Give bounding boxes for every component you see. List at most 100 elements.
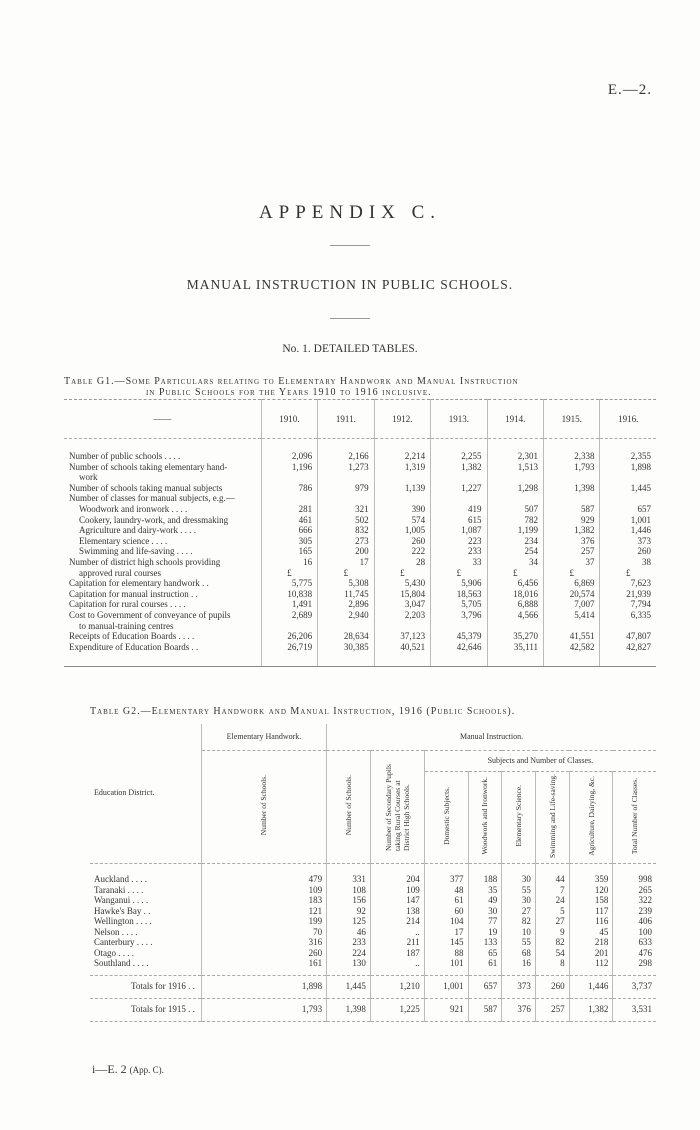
- value: 461: [298, 514, 313, 525]
- value-cell: 147: [369, 895, 425, 906]
- value-cell: 100: [612, 926, 656, 937]
- value-cell: 1,210: [369, 975, 425, 999]
- value-cell: 35,111: [486, 641, 544, 668]
- value-cell: 998: [612, 863, 656, 885]
- row-label: Capitation for rural courses . . . .: [64, 599, 261, 610]
- value-cell: 376: [501, 998, 536, 1022]
- group-elementary: Elementary Handwork.: [200, 724, 327, 751]
- label-text: Woodwork and ironwork . . . .: [79, 503, 188, 514]
- value-cell: 5,414: [543, 609, 600, 632]
- value-cell: 1,793: [543, 461, 600, 483]
- value-cell: 15,804: [373, 588, 431, 600]
- header-text: Elementary Science.: [514, 784, 524, 847]
- header-text: Number of Schools.: [259, 775, 269, 836]
- value: 1,273: [348, 461, 369, 472]
- value: 615: [468, 514, 482, 525]
- value-cell: 165: [260, 546, 318, 557]
- label-text: Swimming and life-saving . . . .: [79, 546, 193, 557]
- column-header: Number of Schools.: [326, 750, 371, 864]
- value-cell: 419: [430, 503, 488, 515]
- value: 15,804: [400, 588, 426, 599]
- currency-mark: £: [625, 567, 631, 578]
- value-cell: 1,001: [599, 514, 656, 526]
- value-cell: 37 £: [543, 556, 600, 579]
- value: 4,566: [517, 609, 539, 620]
- row-label: Southland . . . .: [90, 958, 202, 976]
- divider: [330, 245, 370, 246]
- value: 33: [472, 556, 482, 567]
- value: 929: [580, 514, 595, 525]
- row-label: Woodwork and ironwork . . . .: [64, 504, 261, 515]
- value-cell: 587: [543, 503, 600, 515]
- row-label: Wellington . . . .: [94, 916, 152, 926]
- value: 234: [524, 535, 539, 546]
- value-cell: 156: [326, 895, 371, 906]
- section-title: MANUAL INSTRUCTION IN PUBLIC SCHOOLS.: [186, 277, 514, 292]
- value-cell: 265: [612, 884, 656, 895]
- value: 832: [355, 525, 369, 536]
- value-cell: 204: [369, 863, 425, 885]
- currency-mark: £: [287, 567, 292, 578]
- currency-mark: £: [569, 567, 575, 578]
- table-row: Capitation for manual instruction . . 10,…: [64, 588, 656, 600]
- label-text: approved rural courses: [79, 567, 161, 578]
- row-label: Number of public schools . . . .: [64, 439, 261, 462]
- value-cell: 666: [260, 525, 318, 536]
- value-cell: 11,745: [317, 588, 375, 600]
- value-cell: 18,016: [486, 588, 544, 600]
- value: 5,414: [574, 609, 595, 620]
- value: 11,745: [344, 588, 369, 599]
- currency-mark: £: [343, 567, 349, 578]
- value-cell: 2,166: [317, 438, 375, 462]
- row-label: Agriculture and dairy-work . . . .: [64, 525, 261, 536]
- value-cell: 5,308: [317, 578, 375, 589]
- value-cell: 1,793: [200, 998, 327, 1022]
- value-cell: 476: [612, 947, 656, 958]
- value-cell: 224: [326, 947, 371, 958]
- value-cell: 1,227: [430, 482, 488, 494]
- header-text: Woodwork and Ironwork.: [480, 776, 490, 855]
- column-header: Total Number of Classes.: [612, 771, 656, 864]
- totals-row: Totals for 1915 . . 1,793 1,398 1,225 921 587…: [90, 998, 656, 1022]
- col-district: Education District.: [90, 724, 202, 864]
- value-cell: 82: [501, 916, 536, 927]
- value-cell: ..: [369, 958, 425, 976]
- value: 2,255: [461, 451, 482, 461]
- row-label: Number of schools taking elementary hand…: [64, 462, 261, 483]
- value-cell: 1,446: [568, 975, 613, 999]
- year-header: 1916.: [599, 399, 656, 439]
- value-cell: 5,775: [260, 578, 318, 589]
- row-label: Expenditure of Education Boards . .: [64, 641, 262, 668]
- caption-line: in Public Schools for the Years 1910 to …: [146, 387, 432, 398]
- value-cell: 234: [486, 535, 544, 547]
- value-cell: 37,123: [373, 631, 431, 642]
- value: 2,203: [404, 609, 426, 620]
- value: 1,227: [461, 482, 482, 493]
- value: 373: [637, 535, 652, 546]
- value-cell: ..: [369, 926, 425, 937]
- table-row: Southland . . . . 161 130.. 101 61 16 8 112 298: [90, 958, 656, 976]
- row-label: Canterbury . . . .: [94, 937, 153, 947]
- value-cell: 1,398: [326, 998, 371, 1022]
- value-cell: 38 £: [599, 556, 656, 579]
- row-label: Cost to Government of conveyance of pupi…: [64, 610, 261, 631]
- value: 587: [580, 503, 595, 514]
- value-cell: 92: [326, 905, 371, 916]
- value-cell: 2,096: [260, 438, 318, 462]
- label-text: Agriculture and dairy-work . . . .: [79, 525, 196, 536]
- value: 30,385: [343, 641, 369, 652]
- value: 1,298: [517, 482, 539, 493]
- value-cell: 19: [467, 926, 502, 937]
- row-label: Capitation for manual instruction . .: [64, 589, 261, 600]
- value-cell: 218: [568, 937, 613, 948]
- label-text: Receipts of Education Boards . . . .: [69, 631, 195, 642]
- value-cell: 239: [612, 905, 656, 916]
- value: 1,382: [574, 525, 595, 536]
- row-label: Wanganui . . . .: [94, 895, 149, 905]
- table-row: Number of public schools . . . . 2,096 2,1…: [64, 438, 656, 462]
- value-cell: 7,794: [599, 599, 656, 610]
- value-cell: 30,385: [317, 641, 375, 668]
- value-cell: 20,574: [543, 588, 600, 600]
- value-cell: 461: [260, 514, 318, 526]
- value-cell: 260: [599, 546, 656, 557]
